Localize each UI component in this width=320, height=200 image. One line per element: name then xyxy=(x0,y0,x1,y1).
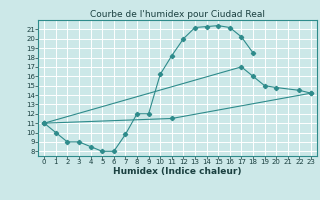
Title: Courbe de l'humidex pour Ciudad Real: Courbe de l'humidex pour Ciudad Real xyxy=(90,10,265,19)
X-axis label: Humidex (Indice chaleur): Humidex (Indice chaleur) xyxy=(113,167,242,176)
